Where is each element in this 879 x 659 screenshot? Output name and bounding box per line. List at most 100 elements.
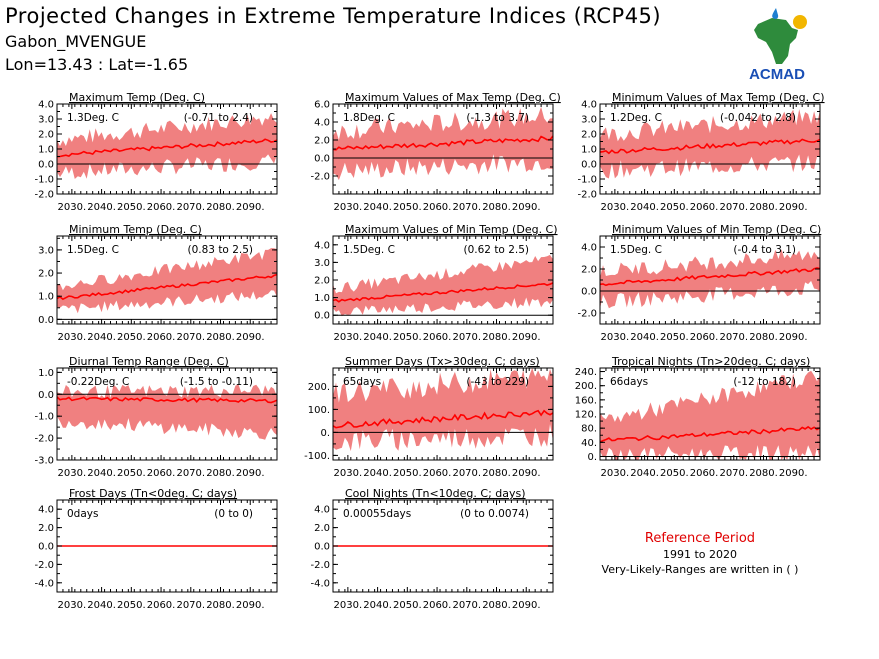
x-tick-label: 2060. bbox=[690, 332, 719, 343]
y-tick-label: 3.0 bbox=[581, 115, 597, 126]
reference-period-years: 1991 to 2020 bbox=[662, 548, 738, 561]
x-tick-label: 2040. bbox=[363, 468, 392, 479]
y-tick-label: 40. bbox=[581, 438, 597, 449]
chart-title: Projected Changes in Extreme Temperature… bbox=[5, 4, 662, 28]
x-tick-label: 2090. bbox=[236, 468, 265, 479]
x-tick-label: 2040. bbox=[363, 332, 392, 343]
y-tick-label: 2.0 bbox=[581, 265, 597, 276]
y-tick-label: 200. bbox=[575, 381, 597, 392]
panel-stat: -0.22Deg. C bbox=[67, 376, 129, 388]
x-tick-label: 2080. bbox=[206, 468, 235, 479]
y-tick-label: -2.0 bbox=[310, 560, 330, 571]
x-tick-label: 2070. bbox=[452, 468, 481, 479]
y-tick-label: 160. bbox=[575, 395, 597, 406]
x-tick-label: 2070. bbox=[452, 332, 481, 343]
y-tick-label: 4.0 bbox=[314, 240, 330, 251]
x-tick-label: 2050. bbox=[117, 202, 146, 213]
panel-stat: 65days bbox=[343, 376, 381, 388]
x-tick-label: 2060. bbox=[690, 468, 719, 479]
x-tick-label: 2080. bbox=[749, 468, 778, 479]
panel-title: Cool Nights (Tn<10deg. C; days) bbox=[345, 487, 526, 500]
y-tick-label: 100. bbox=[308, 405, 330, 416]
x-tick-label: 2090. bbox=[512, 600, 541, 611]
y-tick-label: 0.0 bbox=[38, 315, 54, 326]
panel-stat: 1.5Deg. C bbox=[67, 244, 119, 256]
y-tick-label: 2.0 bbox=[581, 130, 597, 141]
x-tick-label: 2070. bbox=[452, 600, 481, 611]
panel-stat: 1.5Deg. C bbox=[610, 244, 662, 256]
uncertainty-band bbox=[600, 109, 820, 179]
y-tick-label: 1.0 bbox=[314, 293, 330, 304]
y-tick-label: 200. bbox=[308, 382, 330, 393]
panel-range: (0 to 0) bbox=[214, 508, 253, 520]
y-tick-label: 0.0 bbox=[38, 390, 54, 401]
water-drop-icon bbox=[772, 8, 779, 19]
x-tick-label: 2080. bbox=[482, 332, 511, 343]
y-tick-label: -2.0 bbox=[577, 190, 597, 201]
panel-stat: 1.8Deg. C bbox=[343, 112, 395, 124]
panel-range: (-0.042 to 2.8) bbox=[720, 112, 796, 124]
x-tick-label: 2030. bbox=[58, 332, 87, 343]
x-tick-label: 2030. bbox=[58, 202, 87, 213]
plot-frame bbox=[56, 235, 278, 325]
x-tick-label: 2090. bbox=[512, 202, 541, 213]
panel-stat: 1.2Deg. C bbox=[610, 112, 662, 124]
x-tick-label: 2030. bbox=[601, 332, 630, 343]
median-line bbox=[332, 409, 554, 429]
panel-range: (-43 to 229) bbox=[466, 376, 529, 388]
chart-panel: 0.0 1.0 2.0 3.0 2030. 2040. 2050. 2060. 2070. 208… bbox=[38, 223, 278, 343]
x-tick-label: 2030. bbox=[334, 202, 363, 213]
panel-title: Minimum Temp (Deg. C) bbox=[69, 223, 202, 236]
x-tick-label: 2060. bbox=[147, 202, 176, 213]
y-tick-label: 4.0 bbox=[581, 100, 597, 111]
x-tick-label: 2030. bbox=[334, 600, 363, 611]
y-tick-label: 4.0 bbox=[38, 505, 54, 516]
y-tick-label: 2.0 bbox=[314, 523, 330, 534]
chart-panel: -100. 0. 100. 200. 2030. 2040. 2050. 2060. 2070.… bbox=[304, 355, 554, 479]
x-tick-label: 2060. bbox=[423, 202, 452, 213]
median-line bbox=[599, 425, 821, 443]
y-tick-label: -2.0 bbox=[34, 560, 54, 571]
panel-range: (0.62 to 2.5) bbox=[464, 244, 530, 256]
y-tick-label: 1.0 bbox=[38, 368, 54, 379]
x-tick-label: 2070. bbox=[719, 332, 748, 343]
y-tick-label: 3.0 bbox=[38, 115, 54, 126]
x-tick-label: 2080. bbox=[749, 202, 778, 213]
y-tick-label: 2.0 bbox=[38, 130, 54, 141]
y-tick-label: 2.0 bbox=[314, 136, 330, 147]
x-tick-label: 2030. bbox=[601, 468, 630, 479]
y-tick-label: 1.0 bbox=[38, 292, 54, 303]
x-tick-label: 2040. bbox=[87, 332, 116, 343]
y-tick-label: -2.0 bbox=[577, 309, 597, 320]
x-tick-label: 2030. bbox=[334, 332, 363, 343]
panel-title: Frost Days (Tn<0deg. C; days) bbox=[69, 487, 237, 500]
y-tick-label: -2.0 bbox=[310, 172, 330, 183]
panel-range: (-12 to 182) bbox=[733, 376, 796, 388]
x-tick-label: 2050. bbox=[117, 468, 146, 479]
y-tick-label: 0.0 bbox=[314, 542, 330, 553]
y-tick-label: 0.0 bbox=[581, 287, 597, 298]
x-tick-label: 2070. bbox=[452, 202, 481, 213]
x-tick-label: 2040. bbox=[363, 600, 392, 611]
x-tick-label: 2090. bbox=[779, 332, 808, 343]
y-tick-label: -4.0 bbox=[310, 578, 330, 589]
x-tick-label: 2080. bbox=[482, 600, 511, 611]
x-tick-label: 2040. bbox=[87, 202, 116, 213]
median-line bbox=[56, 396, 278, 404]
reference-period-note: Very-Likely-Ranges are written in ( ) bbox=[601, 563, 799, 576]
panel-range: (0 to 0.0074) bbox=[460, 508, 529, 520]
x-tick-label: 2050. bbox=[660, 202, 689, 213]
x-tick-label: 2050. bbox=[660, 332, 689, 343]
uncertainty-band bbox=[333, 368, 553, 452]
y-tick-label: 3.0 bbox=[314, 258, 330, 269]
plot-frame bbox=[56, 367, 278, 461]
y-tick-label: 2.0 bbox=[38, 523, 54, 534]
x-tick-label: 2090. bbox=[236, 332, 265, 343]
y-tick-label: -1.0 bbox=[34, 412, 54, 423]
x-tick-label: 2060. bbox=[423, 600, 452, 611]
panel-range: (-1.3 to 3.7) bbox=[466, 112, 529, 124]
y-tick-label: -2.0 bbox=[34, 190, 54, 201]
y-tick-label: 4.0 bbox=[314, 118, 330, 129]
